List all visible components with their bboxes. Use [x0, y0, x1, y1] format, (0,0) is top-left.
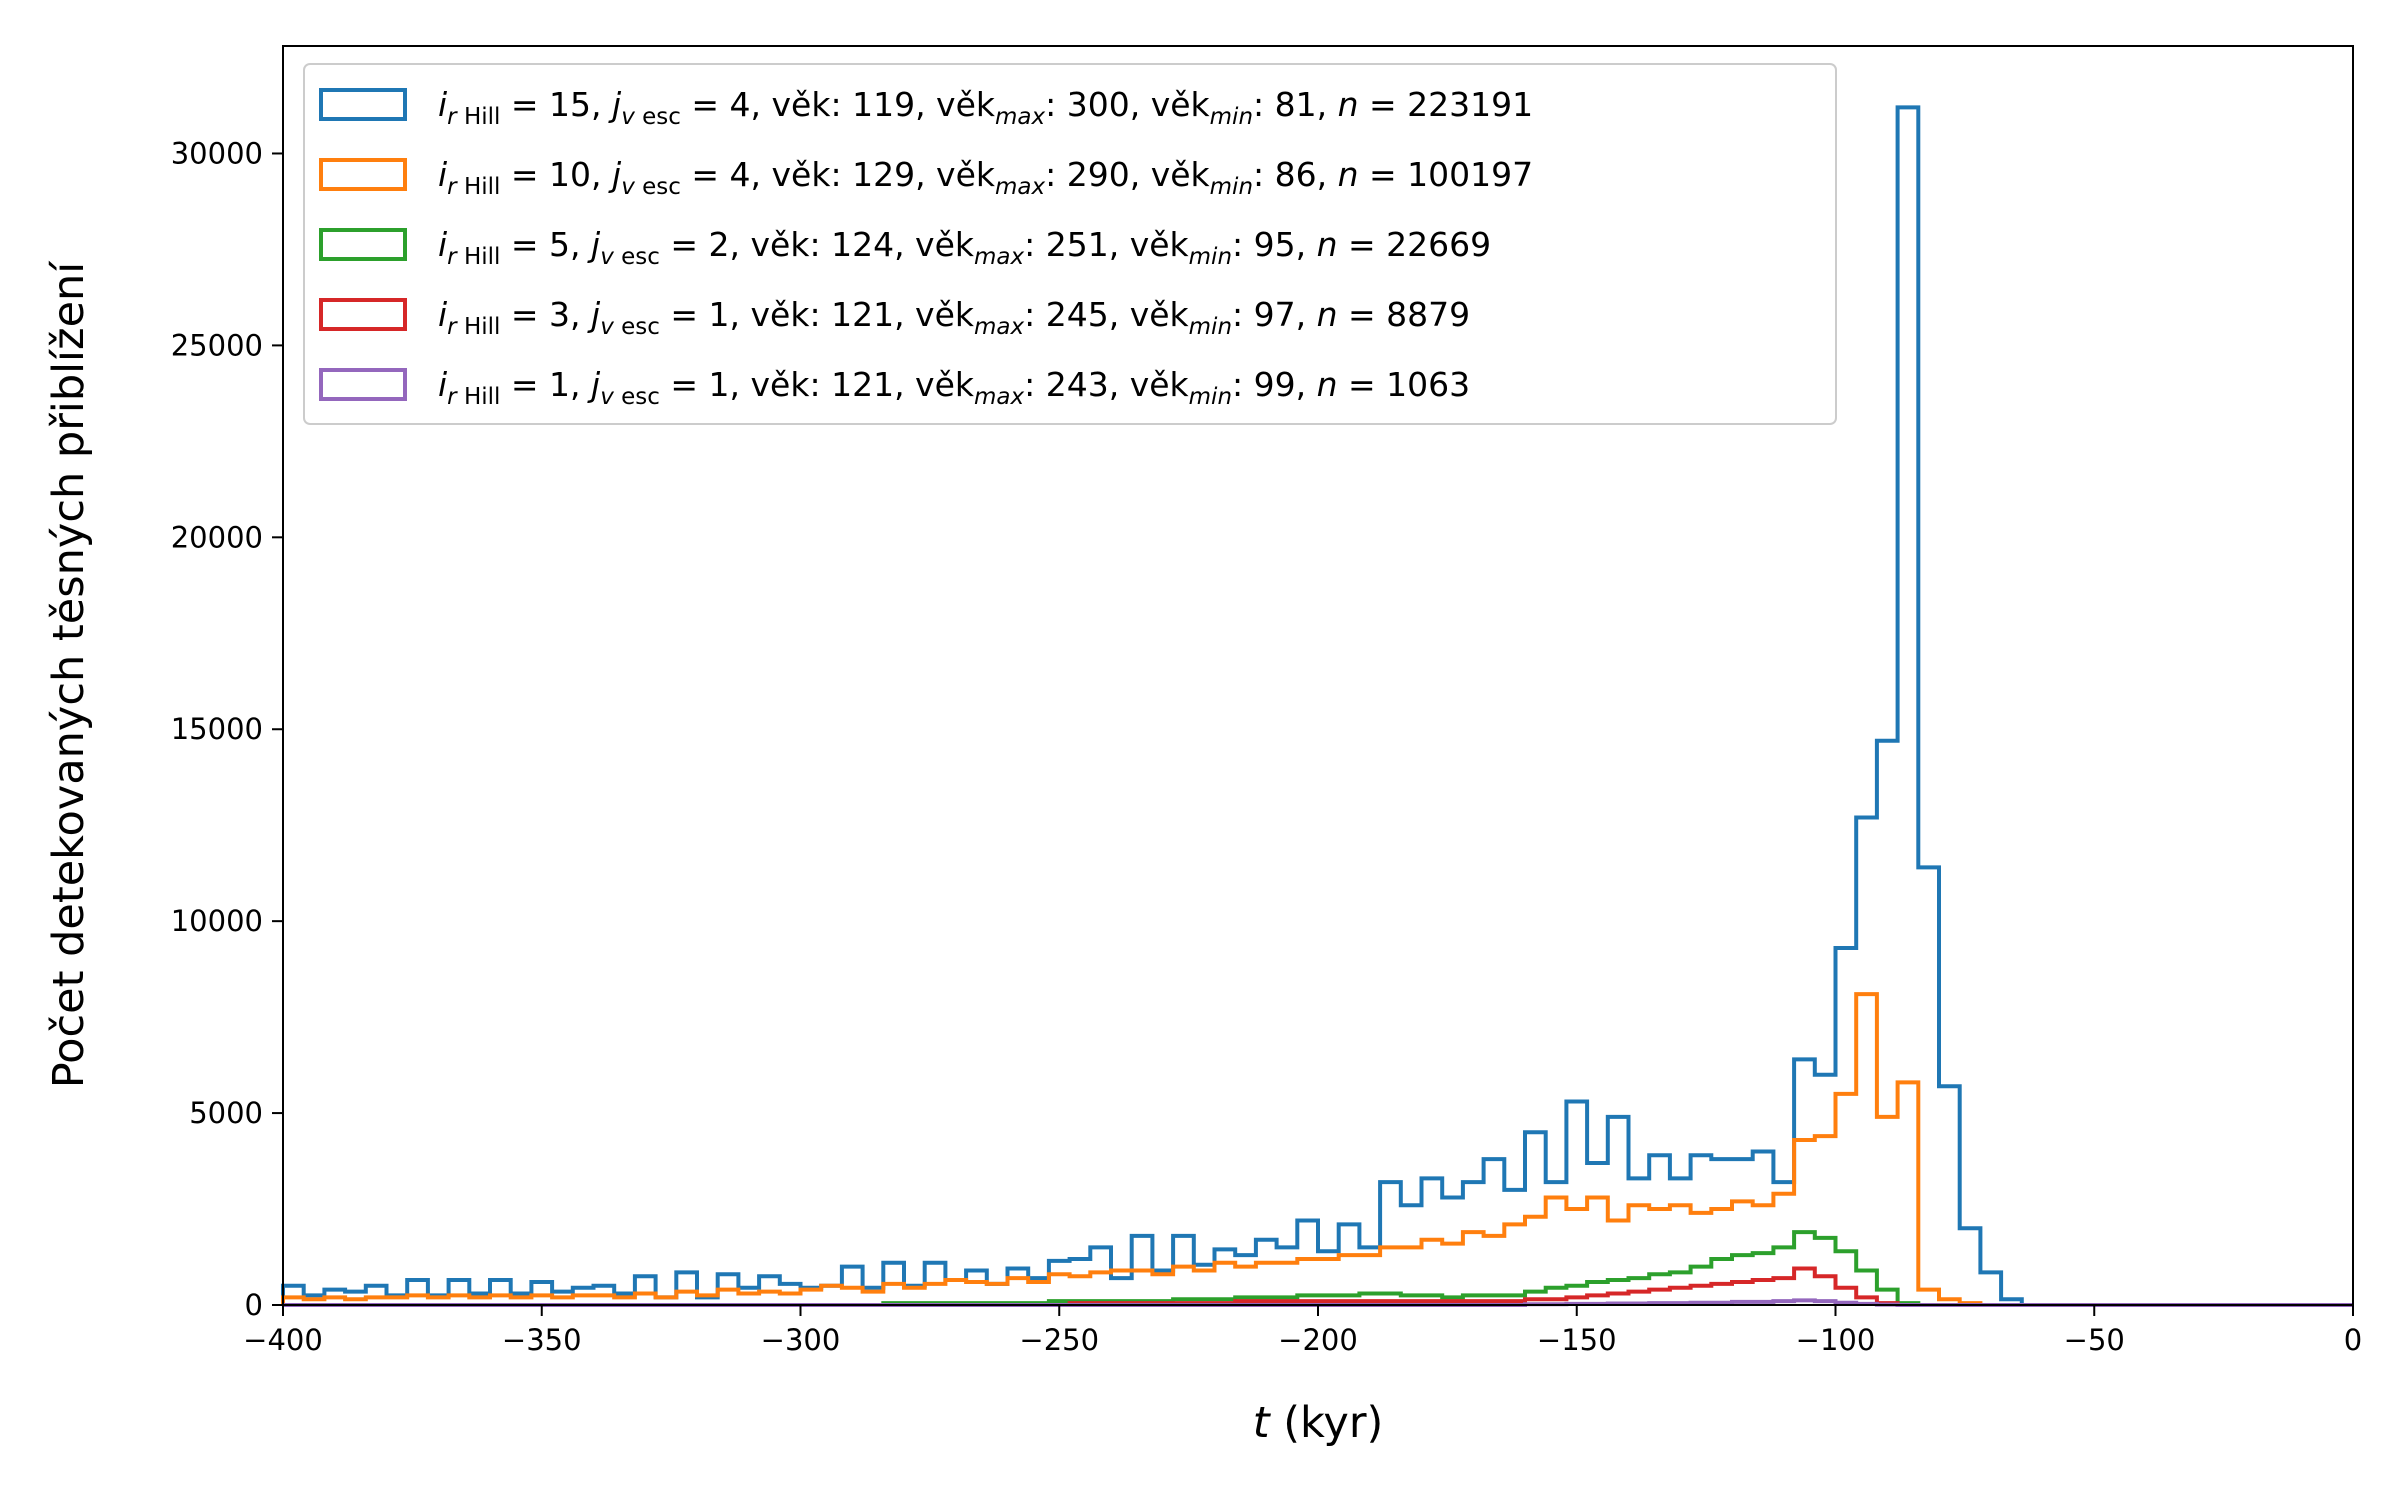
x-tick-label: −300	[761, 1323, 841, 1357]
x-tick-label: −50	[2064, 1323, 2125, 1357]
y-tick-label: 10000	[171, 904, 263, 938]
histogram-series-2	[281, 992, 2353, 1307]
y-tick-label: 20000	[171, 520, 263, 554]
x-axis-title: t (kyr)	[1253, 1398, 1384, 1448]
y-tick-label: 5000	[189, 1096, 263, 1130]
x-tick-label: 0	[2344, 1323, 2362, 1357]
x-tick-label: −350	[502, 1323, 582, 1357]
legend-label-2: ir Hill = 10, jv esc = 4, věk: 129, věkm…	[438, 155, 1533, 200]
x-tick-label: −200	[1278, 1323, 1358, 1357]
y-tick-label: 30000	[171, 136, 263, 170]
y-tick-label: 15000	[171, 712, 263, 746]
legend-label-5: ir Hill = 1, jv esc = 1, věk: 121, věkma…	[438, 365, 1470, 410]
y-axis-title: Počet detekovaných těsných přiblížení	[44, 260, 94, 1089]
legend-swatch-4	[319, 298, 407, 331]
legend-swatch-5	[319, 368, 407, 401]
y-tick-label: 25000	[171, 328, 263, 362]
y-tick-label: 0	[245, 1288, 263, 1322]
x-tick-label: −250	[1019, 1323, 1099, 1357]
x-tick-label: −400	[243, 1323, 323, 1357]
x-tick-label: −100	[1796, 1323, 1876, 1357]
legend-label-3: ir Hill = 5, jv esc = 2, věk: 124, věkma…	[438, 225, 1491, 270]
legend-label-4: ir Hill = 3, jv esc = 1, věk: 121, věkma…	[438, 295, 1470, 340]
legend-swatch-1	[319, 88, 407, 121]
legend-swatch-3	[319, 228, 407, 261]
legend: ir Hill = 15, jv esc = 4, věk: 119, věkm…	[303, 63, 1837, 425]
legend-swatch-2	[319, 158, 407, 191]
axis-ticks: −400 −350 −300 −250 −200 −150 −100 −50 0 0 5000 100…	[171, 136, 2362, 1357]
x-tick-label: −150	[1537, 1323, 1617, 1357]
legend-label-1: ir Hill = 15, jv esc = 4, věk: 119, věkm…	[438, 85, 1533, 130]
histogram-series-1	[281, 105, 2353, 1307]
legend-box	[303, 63, 1837, 425]
